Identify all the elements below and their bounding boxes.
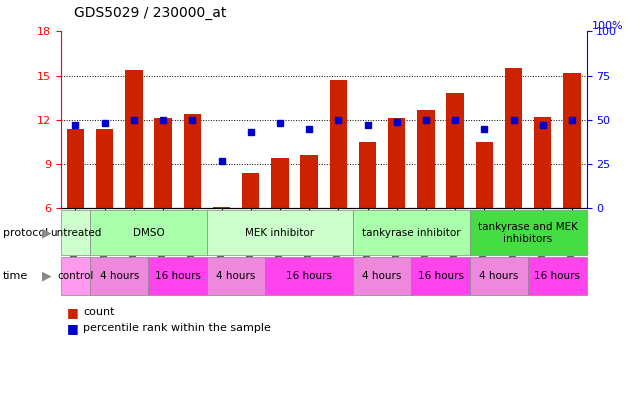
Bar <box>125 70 143 208</box>
Bar <box>207 210 353 255</box>
Bar <box>271 158 288 208</box>
Bar <box>154 118 172 208</box>
Bar <box>90 257 149 295</box>
Text: ▶: ▶ <box>42 226 52 239</box>
Bar <box>528 257 587 295</box>
Bar <box>61 210 90 255</box>
Bar <box>329 80 347 208</box>
Text: 4 hours: 4 hours <box>362 271 402 281</box>
Bar <box>412 257 470 295</box>
Bar <box>213 207 230 208</box>
Text: GDS5029 / 230000_at: GDS5029 / 230000_at <box>74 6 226 20</box>
Text: 16 hours: 16 hours <box>535 271 580 281</box>
Text: 4 hours: 4 hours <box>479 271 519 281</box>
Text: 4 hours: 4 hours <box>217 271 256 281</box>
Bar <box>183 114 201 208</box>
Text: DMSO: DMSO <box>133 228 164 238</box>
Bar <box>534 117 551 208</box>
Bar <box>417 110 435 208</box>
Text: 16 hours: 16 hours <box>286 271 332 281</box>
Bar <box>149 257 207 295</box>
Bar <box>504 68 522 208</box>
Text: time: time <box>3 271 28 281</box>
Text: ■: ■ <box>67 306 79 319</box>
Bar <box>359 142 376 208</box>
Bar <box>470 257 528 295</box>
Text: 16 hours: 16 hours <box>154 271 201 281</box>
Bar <box>301 155 318 208</box>
Bar <box>61 257 90 295</box>
Text: ■: ■ <box>67 321 79 335</box>
Text: count: count <box>83 307 115 318</box>
Text: 100%: 100% <box>592 21 624 31</box>
Text: 16 hours: 16 hours <box>417 271 463 281</box>
Bar <box>90 210 207 255</box>
Bar <box>446 93 464 208</box>
Bar <box>207 257 265 295</box>
Text: untreated: untreated <box>50 228 101 238</box>
Text: percentile rank within the sample: percentile rank within the sample <box>83 323 271 333</box>
Text: MEK inhibitor: MEK inhibitor <box>246 228 315 238</box>
Bar <box>353 257 412 295</box>
Bar <box>96 129 113 208</box>
Bar <box>67 129 84 208</box>
Text: tankyrase and MEK
inhibitors: tankyrase and MEK inhibitors <box>478 222 578 244</box>
Bar <box>563 73 581 208</box>
Text: ▶: ▶ <box>42 270 52 283</box>
Text: 4 hours: 4 hours <box>99 271 139 281</box>
Text: control: control <box>57 271 94 281</box>
Bar <box>470 210 587 255</box>
Bar <box>242 173 260 208</box>
Bar <box>476 142 493 208</box>
Bar <box>265 257 353 295</box>
Text: protocol: protocol <box>3 228 49 238</box>
Bar <box>388 118 406 208</box>
Bar <box>353 210 470 255</box>
Text: tankyrase inhibitor: tankyrase inhibitor <box>362 228 461 238</box>
